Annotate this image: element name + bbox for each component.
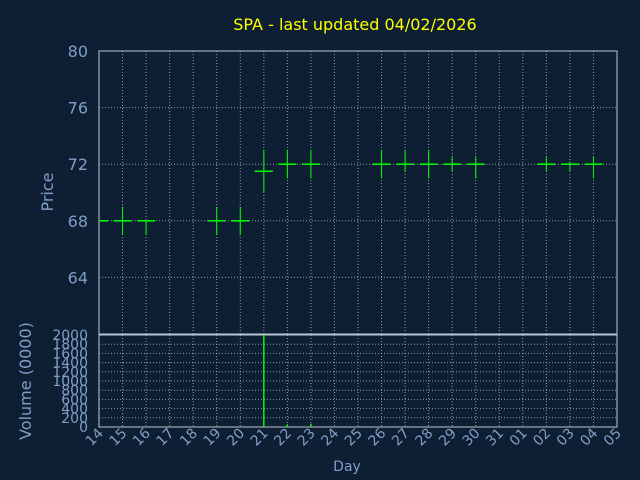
price-tick-label: 80 bbox=[68, 42, 88, 61]
volume-tick-label: 1000 bbox=[52, 374, 88, 390]
price-axis-label: Price bbox=[38, 172, 57, 211]
x-tick-label: 31 bbox=[483, 426, 507, 450]
price-mark bbox=[466, 157, 485, 179]
volume-tick-label: 600 bbox=[61, 392, 88, 408]
x-tick-label: 02 bbox=[530, 426, 554, 450]
price-mark bbox=[396, 150, 415, 172]
price-mark bbox=[584, 157, 603, 179]
x-tick-label: 28 bbox=[413, 426, 437, 450]
price-mark bbox=[560, 161, 579, 172]
price-tick-label: 76 bbox=[68, 99, 88, 118]
x-tick-label: 30 bbox=[460, 426, 484, 450]
x-tick-label: 26 bbox=[365, 425, 389, 449]
x-tick-label: 20 bbox=[224, 426, 248, 450]
chart-title: SPA - last updated 04/02/2026 bbox=[233, 15, 476, 34]
x-tick-label: 01 bbox=[507, 426, 531, 450]
price-mark bbox=[254, 150, 273, 193]
x-tick-label: 04 bbox=[577, 425, 601, 449]
price-mark bbox=[443, 157, 462, 172]
price-grid bbox=[98, 50, 618, 335]
price-mark bbox=[372, 150, 391, 179]
x-tick-label: 05 bbox=[601, 426, 625, 450]
x-tick-label: 03 bbox=[554, 426, 578, 450]
price-y-ticks: 64 68 72 76 80 bbox=[68, 42, 88, 287]
x-tick-label: 18 bbox=[177, 426, 201, 450]
volume-tick-label: 0 bbox=[79, 420, 88, 436]
x-tick-label: 25 bbox=[342, 426, 366, 450]
volume-tick-label: 200 bbox=[61, 411, 88, 427]
volume-tick-label: 1600 bbox=[52, 346, 88, 362]
volume-tick-label: 1800 bbox=[52, 337, 88, 353]
x-tick-label: 21 bbox=[248, 426, 272, 450]
volume-tick-label: 800 bbox=[61, 383, 88, 399]
price-mark bbox=[231, 206, 250, 235]
volume-panel-frame bbox=[98, 334, 618, 428]
volume-grid bbox=[98, 334, 618, 428]
x-tick-label: 15 bbox=[106, 426, 130, 450]
x-axis-label: Day bbox=[333, 459, 361, 475]
price-tick-label: 64 bbox=[68, 268, 88, 287]
price-mark bbox=[537, 157, 556, 172]
price-mark bbox=[301, 150, 320, 179]
volume-tick-label: 1400 bbox=[52, 356, 88, 372]
x-ticks: 14 15 16 17 18 19 20 21 22 23 24 25 26 27 28 29 30 31 01 02… bbox=[83, 425, 625, 449]
price-mark bbox=[419, 150, 438, 179]
x-tick-label: 27 bbox=[389, 426, 413, 450]
price-marks bbox=[99, 150, 603, 235]
price-tick-label: 72 bbox=[68, 155, 88, 174]
x-tick-label: 29 bbox=[436, 426, 460, 450]
price-mark bbox=[278, 150, 297, 179]
volume-tick-label: 2000 bbox=[52, 328, 88, 344]
price-mark bbox=[113, 206, 132, 235]
price-mark bbox=[137, 220, 156, 235]
volume-tick-label: 1200 bbox=[52, 365, 88, 381]
x-tick-label: 16 bbox=[130, 425, 154, 449]
volume-axis-label: Volume (0000) bbox=[16, 322, 35, 440]
x-tick-label: 24 bbox=[318, 425, 342, 449]
volume-tick-label: 400 bbox=[61, 402, 88, 418]
volume-bars bbox=[263, 335, 312, 427]
x-tick-label: 23 bbox=[295, 426, 319, 450]
price-panel-frame bbox=[98, 50, 618, 335]
x-tick-label: 17 bbox=[154, 426, 178, 450]
x-tick-label: 19 bbox=[201, 426, 225, 450]
price-mark bbox=[207, 206, 226, 235]
x-tick-label: 22 bbox=[271, 426, 295, 450]
price-tick-label: 68 bbox=[68, 212, 88, 231]
